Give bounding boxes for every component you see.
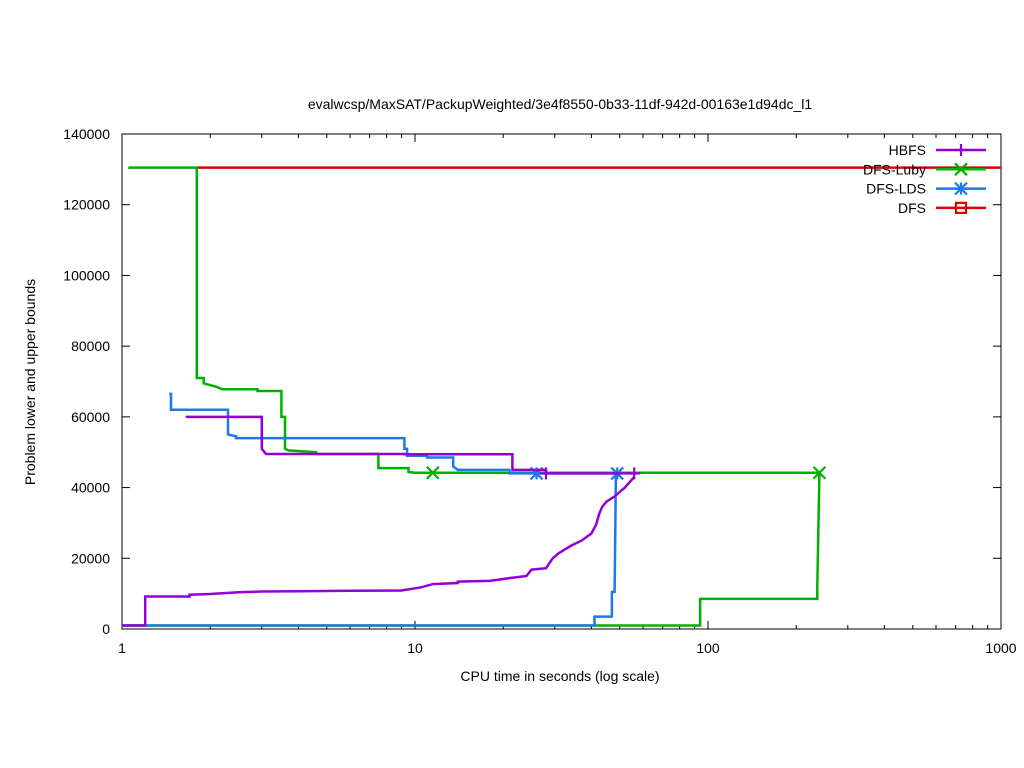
x-tick-label: 1 bbox=[118, 640, 126, 656]
series-line-lower bbox=[122, 473, 821, 627]
legend-marker bbox=[955, 144, 967, 156]
series-dfs-lds bbox=[122, 392, 625, 627]
series-line-lower bbox=[122, 473, 618, 627]
y-tick-label: 100000 bbox=[63, 267, 110, 283]
series-group bbox=[122, 166, 1001, 627]
legend-marker bbox=[954, 181, 968, 196]
series-line-upper bbox=[128, 166, 820, 474]
legend-label: DFS-LDS bbox=[866, 181, 926, 197]
chart-title: evalwcsp/MaxSAT/PackupWeighted/3e4f8550-… bbox=[308, 96, 813, 112]
series-dfs-luby bbox=[122, 166, 827, 627]
series-point bbox=[628, 467, 641, 480]
y-tick-label: 140000 bbox=[63, 126, 110, 142]
series-hbfs bbox=[122, 415, 641, 627]
x-tick-label: 10 bbox=[407, 640, 423, 656]
marker-stroke bbox=[812, 465, 827, 480]
marker-stroke bbox=[426, 465, 440, 480]
y-tick-label: 120000 bbox=[63, 197, 110, 213]
x-tick-label: 1000 bbox=[985, 640, 1016, 656]
series-point bbox=[426, 465, 440, 480]
plot-frame bbox=[121, 133, 1002, 630]
legend-label: DFS-Luby bbox=[863, 161, 926, 177]
x-axis-label: CPU time in seconds (log scale) bbox=[460, 668, 659, 684]
y-tick-label: 60000 bbox=[71, 409, 110, 425]
legend: HBFS DFS-Luby DFS-LDS DFS bbox=[863, 142, 986, 216]
y-tick-label: 20000 bbox=[71, 550, 110, 566]
legend-label: DFS bbox=[898, 200, 926, 216]
y-tick-label: 0 bbox=[102, 621, 110, 637]
series-point bbox=[812, 465, 827, 480]
legend-marker bbox=[954, 201, 968, 214]
axes: 0 20000 40000 60000 80000 100000 120000 140000 1… bbox=[63, 126, 1016, 656]
legend-marker bbox=[954, 162, 968, 177]
y-tick-label: 40000 bbox=[71, 480, 110, 496]
x-tick-label: 100 bbox=[696, 640, 720, 656]
series-point bbox=[540, 467, 553, 480]
marker-stroke bbox=[954, 201, 968, 214]
marker-stroke bbox=[954, 162, 968, 177]
series-line-lower bbox=[122, 476, 636, 627]
y-tick-label: 80000 bbox=[71, 338, 110, 354]
legend-label: HBFS bbox=[889, 142, 926, 158]
y-axis-label: Problem lower and upper bounds bbox=[22, 279, 38, 485]
series-line-upper bbox=[169, 392, 618, 475]
